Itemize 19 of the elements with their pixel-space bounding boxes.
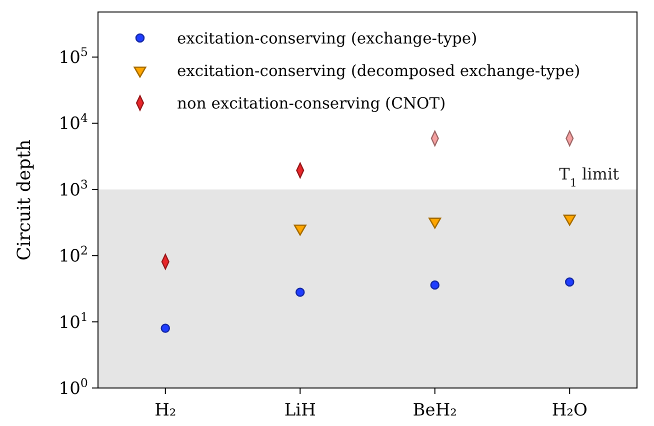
x-tick-label: LiH <box>284 400 316 421</box>
y-tick-label: 10$^{0}$ <box>58 376 88 399</box>
y-tick-label: 10$^{1}$ <box>58 310 88 333</box>
x-tick-label: H₂ <box>154 400 176 421</box>
legend-label: excitation-conserving (exchange-type) <box>177 29 478 48</box>
y-tick-label: 10$^{5}$ <box>58 45 88 68</box>
y-tick-label: 10$^{4}$ <box>58 111 88 134</box>
y-axis-title: Circuit depth <box>14 139 35 261</box>
x-tick-label: BeH₂ <box>412 400 457 421</box>
legend-label: excitation-conserving (decomposed exchange-type) <box>177 62 580 80</box>
legend-label: non excitation-conserving (CNOT) <box>177 94 446 112</box>
x-tick-label: H₂O <box>552 400 588 421</box>
point <box>430 280 440 290</box>
point <box>295 288 305 297</box>
point <box>160 324 170 333</box>
y-tick-label: 10$^{3}$ <box>58 177 88 200</box>
band-label: T$_{1}$ limit <box>559 164 620 189</box>
y-tick-label: 10$^{2}$ <box>58 244 88 267</box>
point <box>564 277 574 287</box>
